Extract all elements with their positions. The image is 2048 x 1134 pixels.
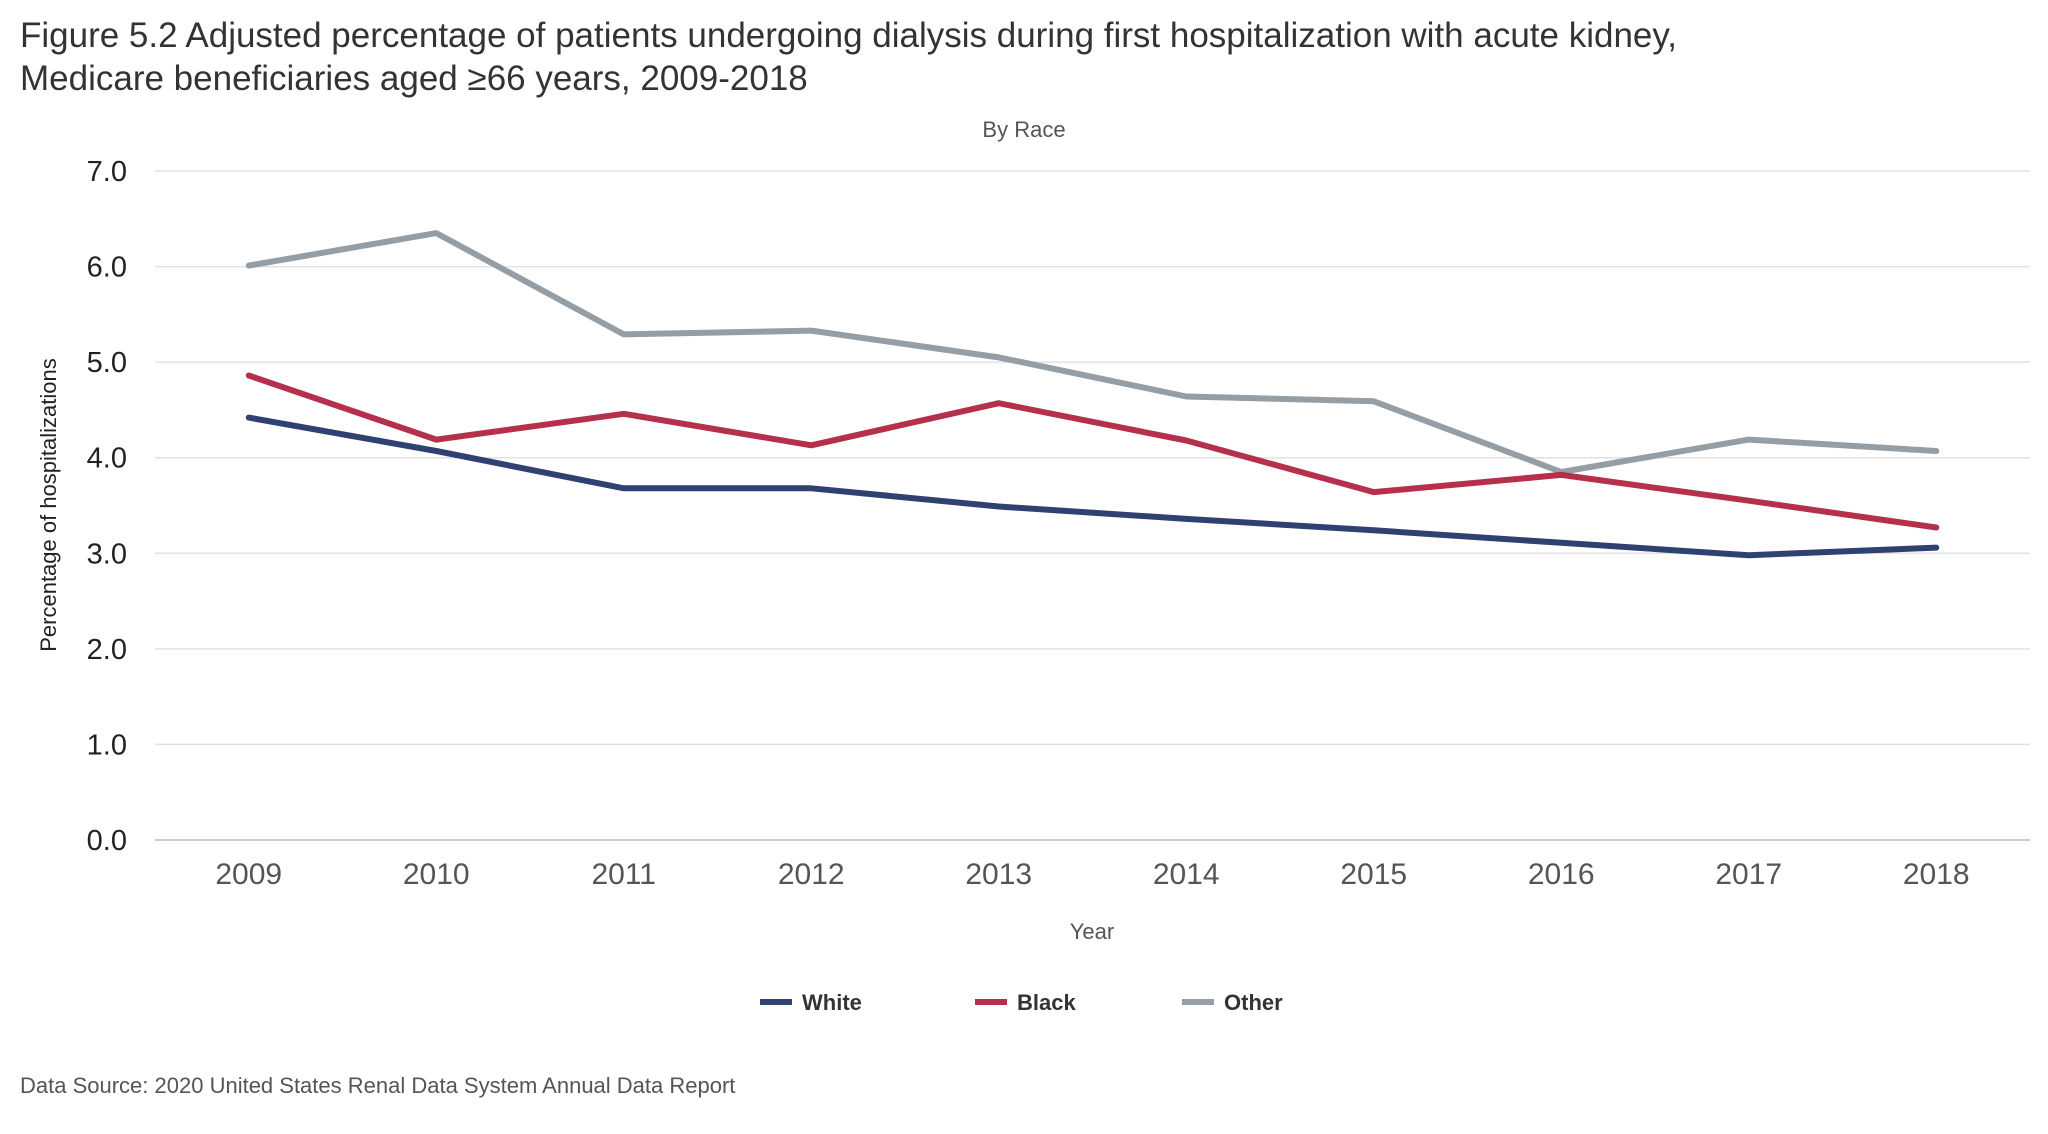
series-line-white — [245, 414, 1940, 559]
gridlines — [155, 170, 2030, 841]
x-tick-label: 2010 — [403, 858, 470, 891]
y-axis-ticks: 0.0 1.0 2.0 3.0 4.0 5.0 6.0 7.0 — [87, 156, 127, 857]
x-tick-label: 2016 — [1528, 858, 1595, 891]
y-tick-label: 7.0 — [87, 156, 127, 188]
y-axis-label: Percentage of hospitalizations — [36, 358, 61, 652]
x-tick-label: 2018 — [1903, 858, 1970, 891]
legend-item-white: White — [760, 990, 862, 1015]
y-tick-label: 5.0 — [87, 347, 127, 379]
series-lines — [245, 230, 1940, 559]
legend-label: Other — [1224, 990, 1283, 1015]
legend: White Black Other — [760, 990, 1283, 1015]
legend-label: White — [802, 990, 862, 1015]
x-tick-label: 2009 — [215, 858, 282, 891]
x-tick-label: 2013 — [965, 858, 1032, 891]
figure-title: Figure 5.2 Adjusted percentage of patien… — [20, 16, 1678, 98]
series-line-other — [245, 230, 1940, 475]
y-tick-label: 1.0 — [87, 729, 127, 761]
y-tick-label: 4.0 — [87, 443, 127, 475]
x-tick-label: 2015 — [1340, 858, 1407, 891]
x-tick-label: 2011 — [591, 858, 656, 891]
x-tick-label: 2017 — [1715, 858, 1782, 891]
chart-subtitle: By Race — [982, 117, 1065, 142]
series-line-black — [245, 372, 1940, 531]
y-tick-label: 0.0 — [87, 825, 127, 857]
y-tick-label: 2.0 — [87, 634, 127, 666]
x-axis-label: Year — [1070, 919, 1114, 944]
y-tick-label: 6.0 — [87, 252, 127, 284]
legend-item-other: Other — [1182, 990, 1283, 1015]
data-source-note: Data Source: 2020 United States Renal Da… — [20, 1073, 736, 1098]
x-tick-label: 2014 — [1153, 858, 1220, 891]
x-tick-label: 2012 — [778, 858, 845, 891]
legend-item-black: Black — [975, 990, 1076, 1015]
y-tick-label: 3.0 — [87, 538, 127, 570]
legend-label: Black — [1017, 990, 1076, 1015]
x-axis-ticks: 2009 2010 2011 2012 2013 2014 2015 2016 2017 2018 — [215, 858, 1969, 891]
